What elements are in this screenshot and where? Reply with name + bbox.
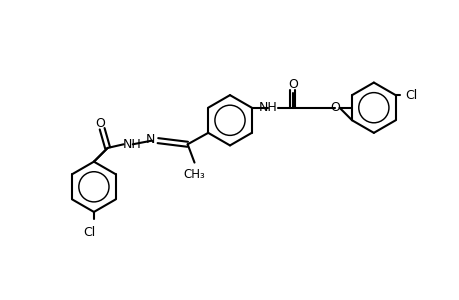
Text: N: N xyxy=(145,133,155,146)
Text: NH: NH xyxy=(258,101,277,114)
Text: NH: NH xyxy=(122,138,141,151)
Text: O: O xyxy=(330,101,339,114)
Text: CH₃: CH₃ xyxy=(183,168,205,181)
Text: Cl: Cl xyxy=(405,88,417,102)
Text: O: O xyxy=(287,78,297,91)
Text: Cl: Cl xyxy=(83,226,95,239)
Text: O: O xyxy=(95,117,105,130)
